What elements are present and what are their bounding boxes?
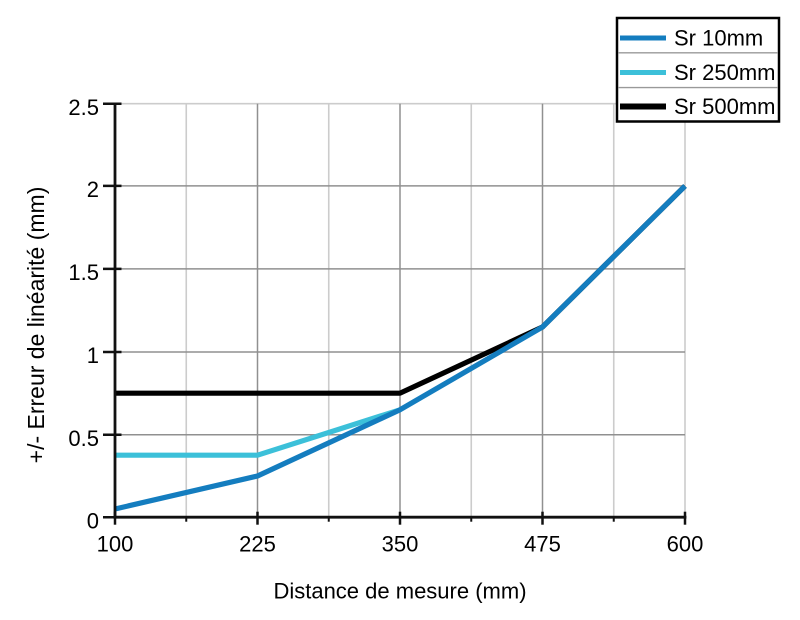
svg-text:2.5: 2.5	[68, 95, 99, 120]
svg-text:0.5: 0.5	[68, 426, 99, 451]
svg-text:Sr 250mm: Sr 250mm	[674, 60, 775, 85]
svg-text:+/- Erreur de linéarité (mm): +/- Erreur de linéarité (mm)	[23, 187, 49, 464]
svg-text:100: 100	[97, 532, 134, 557]
svg-text:1.5: 1.5	[68, 260, 99, 285]
svg-text:Sr 500mm: Sr 500mm	[674, 94, 775, 119]
svg-text:Distance de mesure (mm): Distance de mesure (mm)	[273, 579, 526, 604]
svg-text:350: 350	[382, 532, 419, 557]
svg-text:225: 225	[239, 532, 276, 557]
svg-text:2: 2	[87, 177, 99, 202]
svg-text:475: 475	[524, 532, 561, 557]
svg-text:0: 0	[87, 508, 99, 533]
svg-text:Sr 10mm: Sr 10mm	[674, 26, 763, 51]
svg-text:600: 600	[667, 532, 704, 557]
svg-text:1: 1	[87, 343, 99, 368]
